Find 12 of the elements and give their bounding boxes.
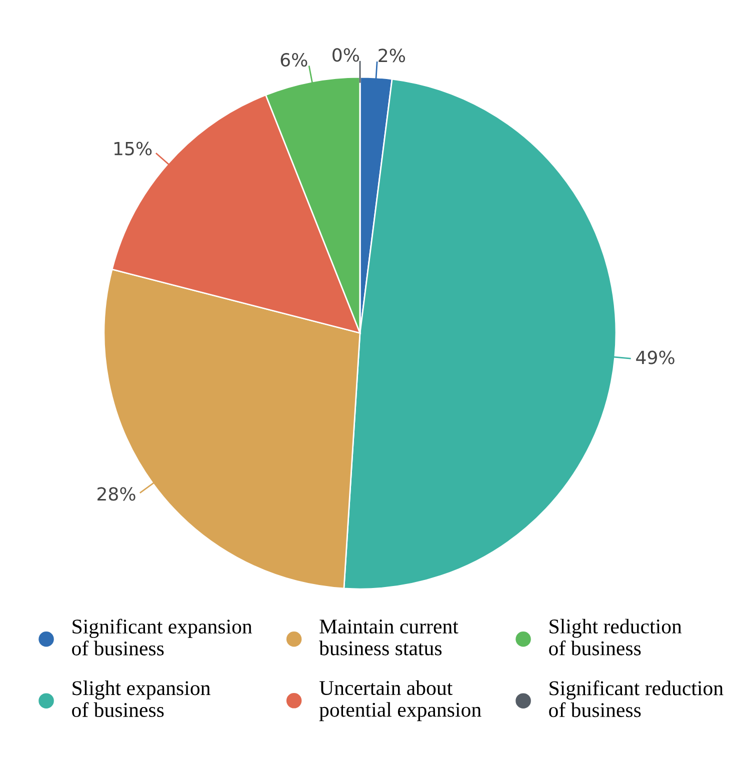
legend-label: Slight expansion of business — [72, 680, 210, 718]
data-label: 15% — [114, 142, 152, 156]
legend-label: Slight reduction of business — [549, 618, 682, 656]
data-label: 49% — [636, 350, 674, 364]
data-label: 6% — [280, 53, 308, 67]
data-label: 28% — [98, 487, 136, 501]
legend-label: Significant expansion of business — [72, 618, 252, 656]
text: 0% — [332, 48, 360, 62]
data-label: 2% — [378, 48, 406, 62]
legend-label: Maintain current business status — [319, 620, 458, 656]
legend-label: Uncertain about potential expansion — [319, 680, 482, 722]
legend-label: Significant reduction of business — [549, 680, 724, 718]
